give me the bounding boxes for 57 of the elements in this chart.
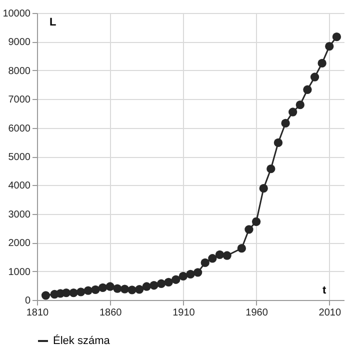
point xyxy=(332,32,342,42)
point xyxy=(186,270,195,278)
point xyxy=(259,184,268,193)
y-tick-label: 8000 xyxy=(8,66,31,77)
point xyxy=(128,286,136,294)
point xyxy=(325,42,334,51)
point xyxy=(318,58,326,68)
x-axis-title: t xyxy=(322,284,326,296)
point xyxy=(172,275,180,284)
point xyxy=(135,285,144,294)
point xyxy=(98,283,108,292)
point xyxy=(164,278,173,287)
x-tick-label: 2010 xyxy=(318,308,342,318)
point xyxy=(208,254,217,263)
y-tick-label: 9000 xyxy=(8,37,31,48)
point xyxy=(274,138,283,148)
point xyxy=(288,108,298,116)
point xyxy=(62,288,71,298)
y-tick-label: 7000 xyxy=(8,94,31,106)
point xyxy=(113,284,122,293)
y-axis-title: L xyxy=(50,16,56,28)
point xyxy=(193,268,202,277)
y-tick-label: 3000 xyxy=(8,209,31,220)
point xyxy=(69,288,78,298)
y-tick-label: 0 xyxy=(24,296,31,306)
point xyxy=(84,286,92,295)
point xyxy=(120,284,130,294)
point xyxy=(76,288,86,296)
point xyxy=(222,251,232,260)
x-tick-label: 1810 xyxy=(26,308,50,318)
point xyxy=(237,244,246,253)
point xyxy=(252,217,261,226)
point xyxy=(244,225,254,234)
y-tick-label: 2000 xyxy=(8,238,31,250)
x-tick-label: 1860 xyxy=(99,308,122,318)
point xyxy=(310,72,320,82)
y-tick-label: 10000 xyxy=(2,8,31,20)
y-tick-label: 5000 xyxy=(8,152,31,163)
point xyxy=(281,118,290,128)
point xyxy=(150,281,158,290)
x-tick-label: 1910 xyxy=(172,308,196,318)
legend-label: Élek száma xyxy=(53,334,111,347)
point xyxy=(106,282,114,291)
point xyxy=(156,279,166,288)
point xyxy=(215,250,224,259)
y-tick-label: 1000 xyxy=(8,266,31,278)
point xyxy=(142,282,151,291)
point xyxy=(178,272,188,280)
point xyxy=(296,100,304,110)
point xyxy=(303,85,312,94)
point xyxy=(200,258,210,268)
y-tick-label: 4000 xyxy=(8,180,31,192)
point xyxy=(41,291,50,300)
point xyxy=(91,285,100,294)
y-tick-label: 6000 xyxy=(8,123,31,134)
point xyxy=(266,164,276,174)
x-tick-label: 1960 xyxy=(246,308,268,318)
